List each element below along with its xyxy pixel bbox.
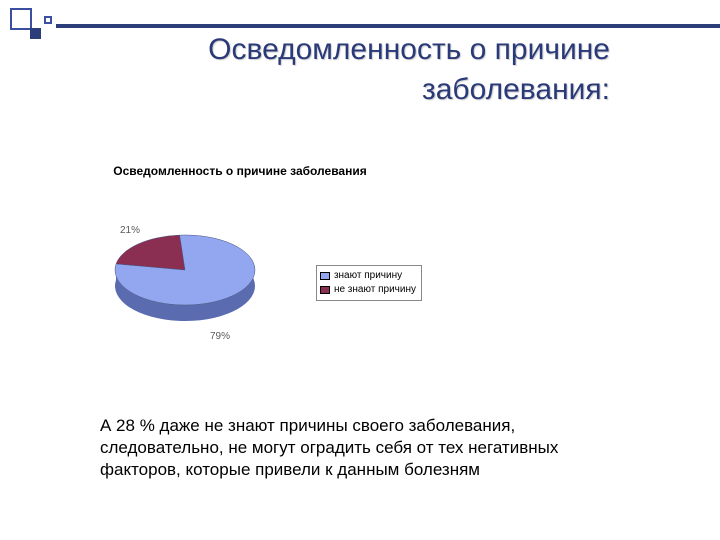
pie-3d <box>115 235 255 321</box>
legend-item-0: знают причину <box>320 269 416 283</box>
deco-bar-solid <box>56 24 720 28</box>
chart-title: Осведомленность о причине заболевания <box>50 164 430 178</box>
deco-square-solid-1 <box>30 28 41 39</box>
legend-key-1 <box>320 286 330 294</box>
pie-chart: 79% 21% <box>100 210 270 340</box>
slice-label-0: 79% <box>210 331 230 342</box>
slide-title: Осведомленность о причине заболевания: <box>140 30 610 110</box>
deco-square-outline-1 <box>10 8 32 30</box>
slide-title-line-2: заболевания: <box>422 73 610 106</box>
slice-label-1: 21% <box>120 225 140 236</box>
body-text: А 28 % даже не знают причины своего забо… <box>100 415 620 481</box>
legend-text-1: не знают причину <box>334 283 416 297</box>
legend-text-0: знают причину <box>334 269 402 283</box>
deco-square-outline-2 <box>44 16 52 24</box>
legend-item-1: не знают причину <box>320 283 416 297</box>
chart-panel: Осведомленность о причине заболевания 79… <box>50 160 430 392</box>
chart-legend: знают причину не знают причину <box>316 265 422 301</box>
slide-title-line-1: Осведомленность о причине <box>208 33 610 66</box>
legend-key-0 <box>320 272 330 280</box>
